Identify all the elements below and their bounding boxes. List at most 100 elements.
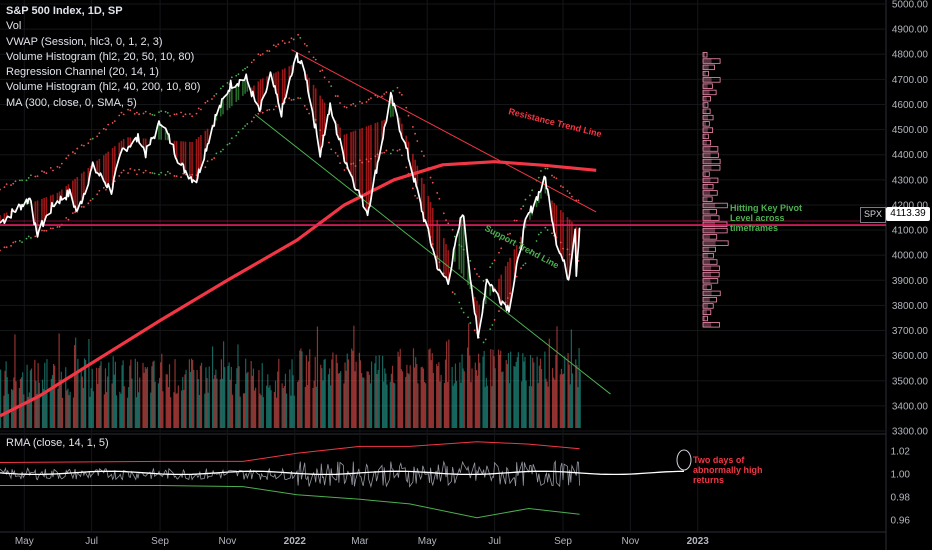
volume-bar — [393, 382, 395, 428]
volume-profile-bar — [702, 278, 719, 284]
band-dot-lower — [460, 307, 463, 310]
band-dot-lower — [18, 239, 21, 242]
band-dot-upper — [34, 175, 37, 178]
volume-bar — [537, 383, 539, 428]
band-dot-lower — [551, 232, 553, 235]
band-dot-upper — [268, 50, 271, 52]
volume-bar — [221, 378, 224, 428]
band-dot-upper — [226, 82, 229, 84]
volume-bar — [274, 380, 277, 428]
volume-bar — [242, 393, 245, 428]
volume-bar — [343, 383, 345, 428]
volume-bar — [45, 392, 47, 428]
volume-bar — [112, 356, 114, 428]
band-dot-upper — [105, 128, 107, 131]
band-dot-lower — [80, 205, 83, 208]
volume-bar — [104, 368, 107, 428]
band-dot-lower — [96, 193, 99, 196]
volume-bar — [246, 373, 248, 428]
volume-bar — [152, 361, 154, 428]
band-dot-lower — [414, 194, 417, 197]
volume-bar — [368, 374, 370, 428]
band-dot-lower — [67, 218, 70, 221]
volume-profile-fill — [703, 291, 712, 296]
volume-bar — [90, 388, 92, 428]
band-dot-upper — [58, 166, 61, 169]
band-dot-upper — [169, 115, 171, 117]
volume-bar — [296, 382, 299, 428]
volume-bar — [131, 378, 133, 428]
y-tick-label: 3500.00 — [892, 376, 929, 387]
band-dot-upper — [56, 165, 59, 168]
volume-bar — [531, 386, 533, 428]
volume-bar — [490, 349, 492, 428]
band-dot-lower — [241, 127, 244, 130]
volume-bar — [167, 387, 170, 428]
volume-bar — [363, 377, 365, 428]
support-trend-line — [254, 114, 611, 395]
volume-bar — [15, 381, 17, 428]
volume-profile-fill — [703, 278, 711, 284]
volume-bar — [59, 379, 61, 428]
band-dot-lower — [173, 175, 176, 177]
band-dot-upper — [491, 262, 494, 265]
band-dot-upper — [213, 95, 216, 97]
volume-profile-bar — [702, 240, 729, 246]
band-dot-lower — [314, 118, 317, 121]
volume-bar — [485, 377, 487, 428]
band-dot-lower — [334, 151, 337, 154]
x-tick-label: May — [418, 536, 437, 547]
volume-profile-fill — [703, 165, 712, 171]
band-dot-upper — [546, 167, 549, 170]
volume-bar — [18, 388, 20, 428]
band-dot-lower — [164, 173, 167, 176]
volume-bar — [406, 364, 408, 428]
legend: S&P 500 Index, 1D, SP Vol VWAP (Session,… — [6, 4, 200, 111]
volume-profile-bar — [702, 284, 712, 290]
volume-bar — [376, 373, 378, 428]
volume-bar — [353, 325, 355, 428]
band-dot-upper — [120, 111, 123, 114]
band-dot-upper — [257, 53, 260, 55]
volume-bar — [128, 387, 130, 428]
volume-bar — [120, 393, 122, 428]
resistance-label: Resistance Trend Line — [508, 106, 603, 139]
band-dot-upper — [261, 53, 264, 55]
band-dot-upper — [462, 248, 465, 251]
band-dot-lower — [272, 108, 275, 111]
volume-profile-fill — [703, 52, 706, 58]
band-dot-upper — [235, 74, 238, 77]
volume-bar — [13, 377, 15, 428]
volume-profile-bar — [702, 234, 718, 240]
band-dot-upper — [241, 69, 244, 72]
volume-bar — [323, 359, 325, 428]
volume-bar — [570, 329, 572, 428]
volume-bar — [219, 379, 221, 428]
band-dot-lower — [336, 155, 339, 157]
band-dot-lower — [522, 264, 525, 267]
volume-bar — [154, 381, 156, 428]
volume-bar — [97, 383, 99, 428]
band-dot-upper — [197, 107, 200, 110]
band-dot-lower — [392, 149, 394, 151]
band-dot-lower — [405, 166, 408, 169]
band-dot-lower — [219, 150, 222, 153]
band-dot-upper — [27, 177, 30, 179]
volume-bar — [88, 339, 90, 428]
volume-bar — [292, 375, 294, 428]
volume-bar — [19, 378, 22, 428]
volume-bar — [198, 394, 200, 428]
volume-bar — [188, 359, 190, 428]
volume-bar — [220, 359, 222, 428]
band-dot-upper — [14, 180, 17, 183]
volume-profile-fill — [703, 240, 716, 246]
band-dot-lower — [91, 197, 94, 200]
volume-bar — [150, 392, 152, 428]
volume-bar — [51, 375, 54, 428]
volume-bar — [23, 394, 25, 428]
volume-bar — [136, 361, 139, 428]
band-dot-upper — [219, 87, 222, 90]
volume-bar — [270, 390, 272, 428]
band-dot-lower — [250, 120, 253, 123]
